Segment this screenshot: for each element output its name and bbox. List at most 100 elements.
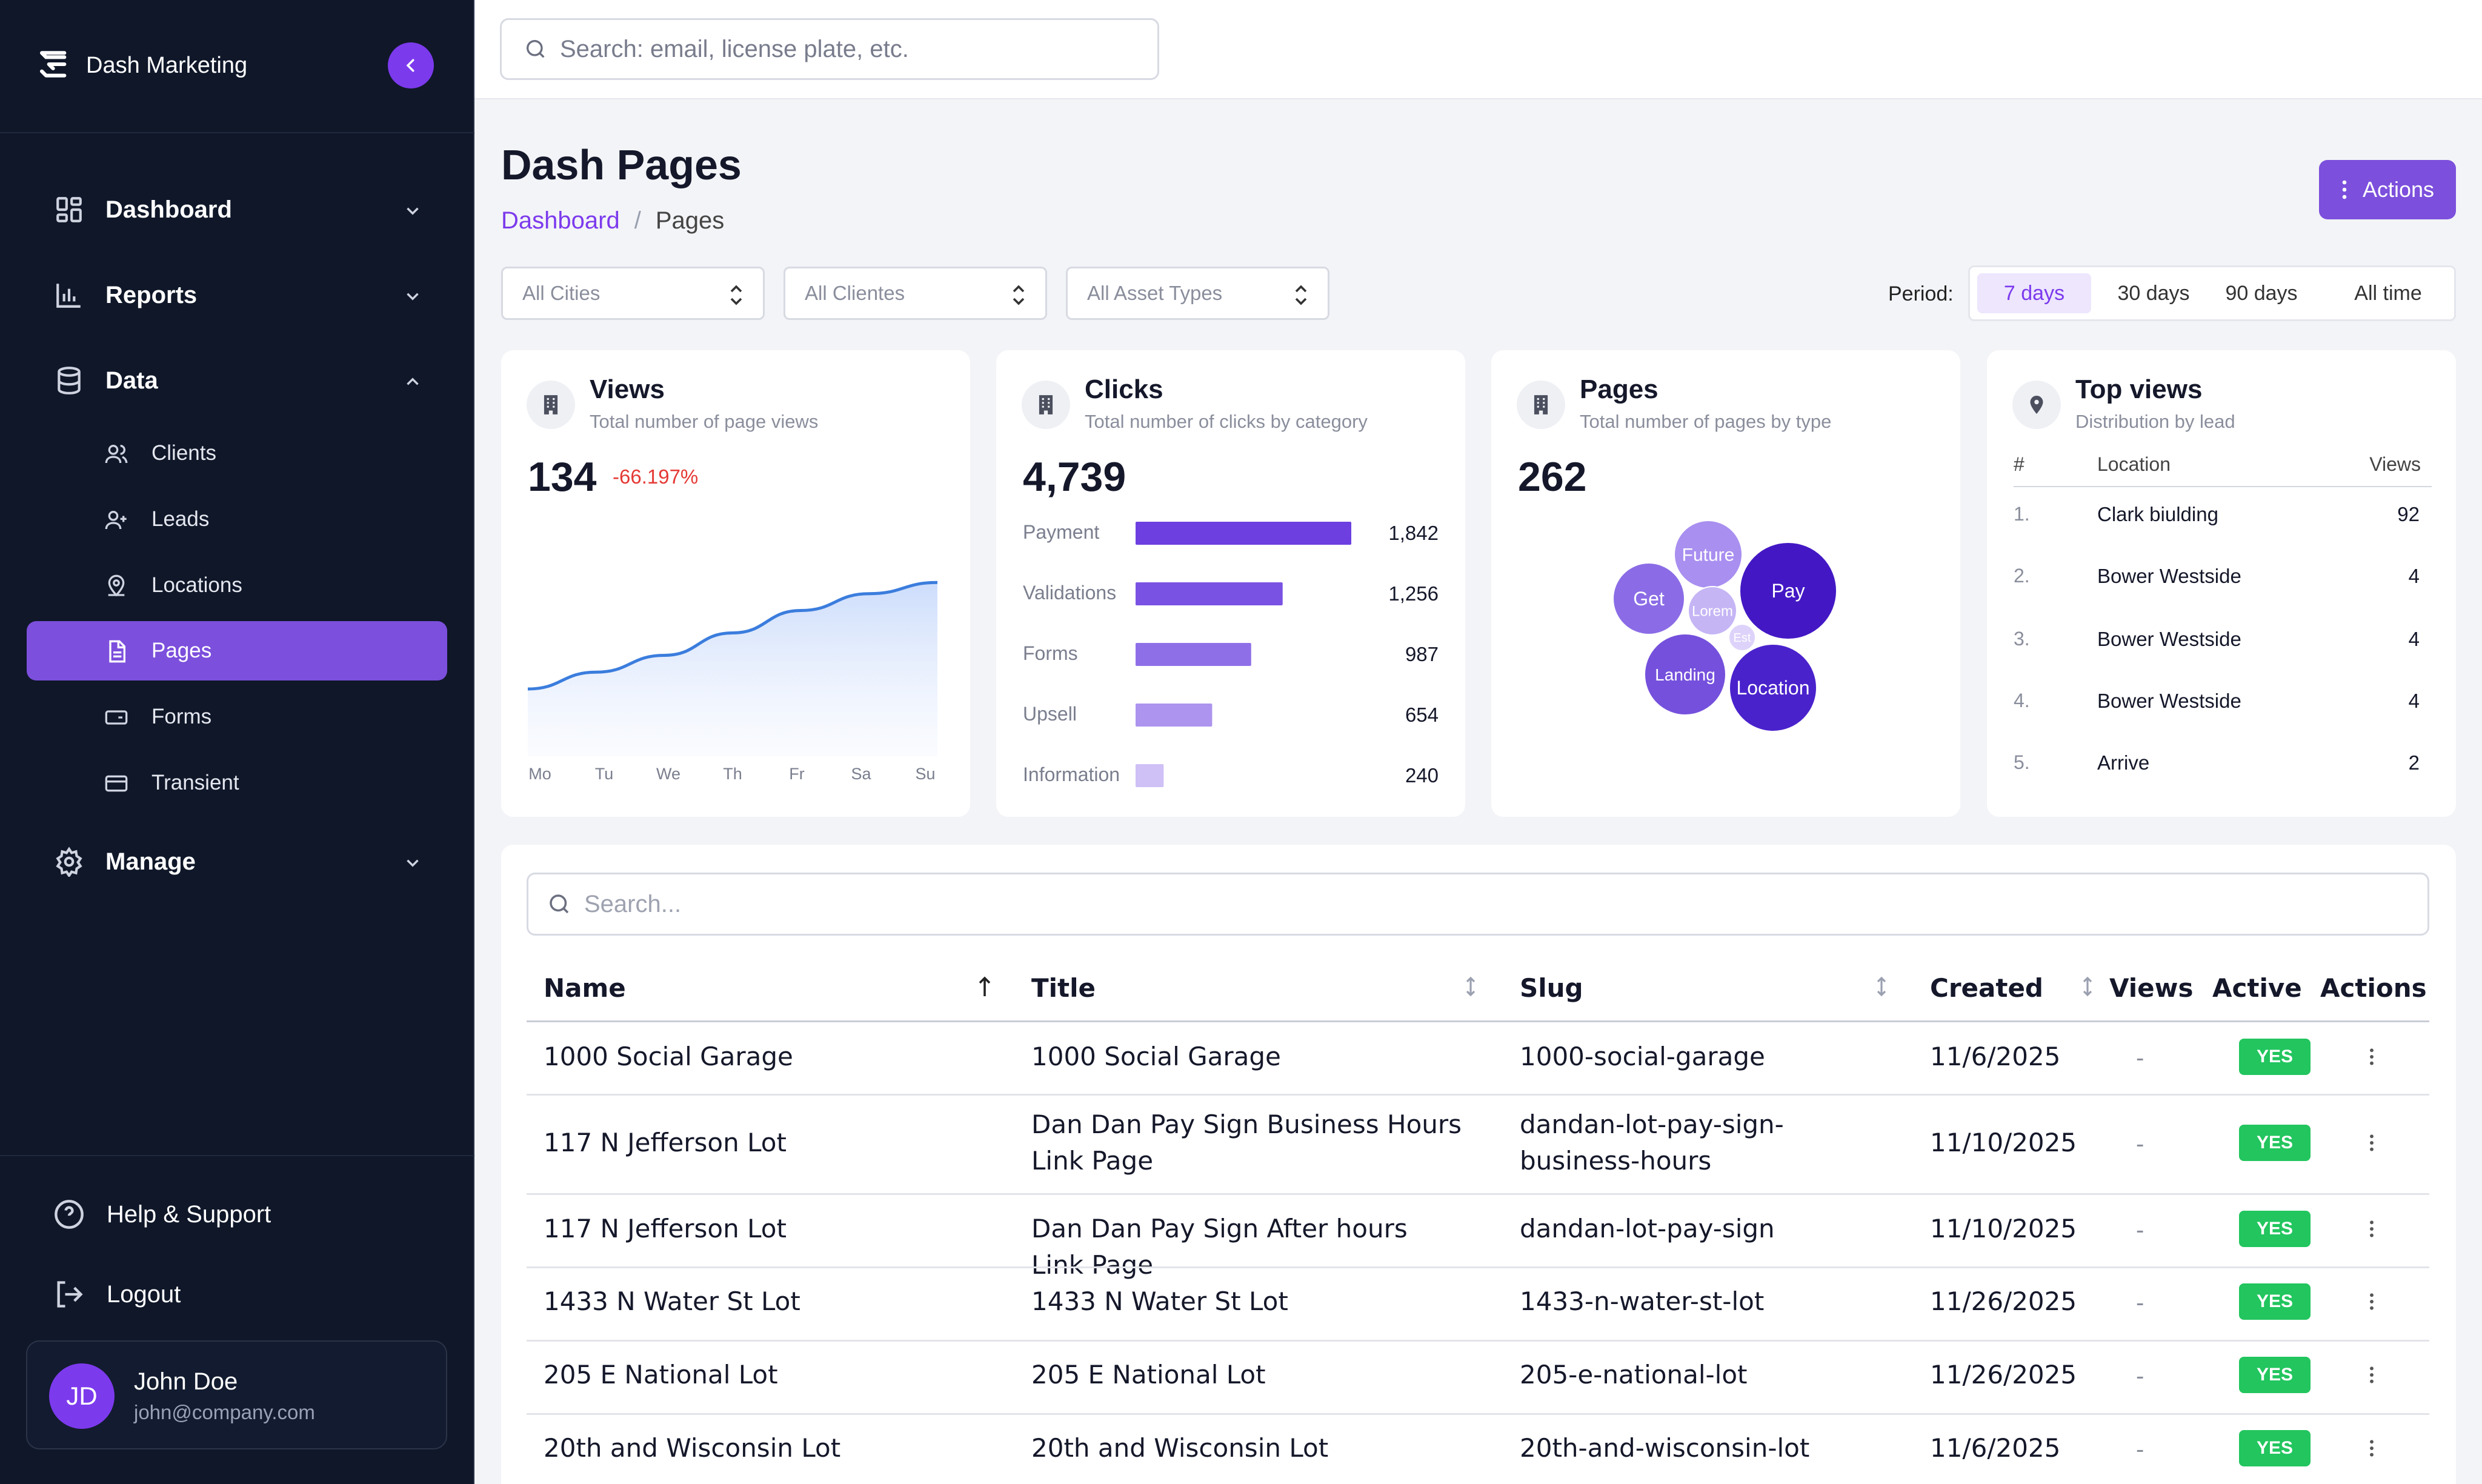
sidebar-item-label: Transient bbox=[151, 771, 239, 794]
top-views-card: Top views Distribution by lead # Locatio… bbox=[1987, 350, 2456, 817]
row-actions-menu[interactable] bbox=[2363, 1357, 2381, 1393]
pages-bubble[interactable] bbox=[1644, 633, 1726, 716]
help-support-link[interactable]: Help & Support bbox=[53, 1199, 271, 1230]
map-pin-icon bbox=[108, 574, 125, 597]
nav-manage[interactable]: Manage bbox=[53, 837, 423, 886]
cell-slug: 20th-and-wisconsin-lot bbox=[1520, 1433, 1810, 1463]
cell-name: 20th and Wisconsin Lot bbox=[544, 1433, 841, 1463]
asset-types-select[interactable]: All Asset Types bbox=[1066, 267, 1329, 320]
cell-views: - bbox=[2136, 1217, 2144, 1243]
row-divider bbox=[527, 1193, 2429, 1195]
pages-total: 262 bbox=[1518, 454, 1587, 500]
sort-ascending-icon[interactable] bbox=[976, 974, 993, 999]
clicks-total: 4,739 bbox=[1023, 454, 1126, 500]
column-header-slug[interactable]: Slug bbox=[1520, 973, 1583, 1003]
sort-icon[interactable] bbox=[1873, 974, 1890, 999]
cell-name: 1000 Social Garage bbox=[544, 1042, 793, 1071]
row-actions-menu[interactable] bbox=[2363, 1283, 2381, 1320]
table-search-input[interactable] bbox=[584, 890, 2402, 918]
user-profile-card[interactable]: JD John Doe john@company.com bbox=[26, 1340, 447, 1449]
column-header-actions: Actions bbox=[2320, 973, 2427, 1003]
sidebar-item-pages[interactable]: Pages bbox=[27, 621, 447, 680]
logout-link[interactable]: Logout bbox=[53, 1279, 181, 1310]
row-divider bbox=[527, 1413, 2429, 1415]
row-actions-menu[interactable] bbox=[2363, 1430, 2381, 1466]
cell-slug: 1433-n-water-st-lot bbox=[1520, 1286, 1765, 1316]
sidebar-item-transient[interactable]: Transient bbox=[27, 753, 447, 813]
clicks-subtitle: Total number of clicks by category bbox=[1085, 411, 1368, 432]
actions-button[interactable]: Actions bbox=[2319, 160, 2456, 219]
clicks-bar[interactable] bbox=[1136, 704, 1213, 727]
kebab-menu-icon bbox=[2370, 1134, 2374, 1151]
cell-slug: 205-e-national-lot bbox=[1520, 1360, 1748, 1389]
views-card: Views Total number of page views 134 -66… bbox=[501, 350, 970, 817]
table-search[interactable] bbox=[527, 873, 2429, 936]
pages-title: Pages bbox=[1580, 374, 1659, 404]
global-search[interactable] bbox=[500, 18, 1159, 80]
status-badge: YES bbox=[2239, 1283, 2311, 1320]
sort-icon[interactable] bbox=[1462, 974, 1479, 999]
top-views-title: Top views bbox=[2075, 374, 2203, 404]
kebab-menu-icon bbox=[2370, 1293, 2374, 1310]
form-icon bbox=[105, 710, 128, 725]
pages-bubble[interactable] bbox=[1612, 562, 1685, 635]
period-30-days[interactable]: 30 days bbox=[2117, 281, 2190, 305]
sidebar-item-label: Leads bbox=[151, 507, 210, 531]
period-all-time[interactable]: All time bbox=[2354, 281, 2422, 305]
breadcrumb-dashboard-link[interactable]: Dashboard bbox=[501, 207, 620, 234]
nav-reports[interactable]: Reports bbox=[53, 271, 423, 319]
global-search-input[interactable] bbox=[560, 35, 1130, 63]
updown-arrow-icon bbox=[1295, 285, 1307, 305]
sidebar-item-forms[interactable]: Forms bbox=[27, 687, 447, 747]
cities-select[interactable]: All Cities bbox=[501, 267, 765, 320]
logout-label: Logout bbox=[107, 1280, 181, 1308]
row-actions-menu[interactable] bbox=[2363, 1039, 2381, 1075]
clients-select[interactable]: All Clientes bbox=[784, 267, 1047, 320]
gear-icon bbox=[53, 846, 85, 877]
pages-bubble[interactable] bbox=[1739, 542, 1837, 640]
cell-slug: dandan-lot-pay-sign-business-hours bbox=[1520, 1110, 1784, 1176]
cell-name: 117 N Jefferson Lot bbox=[544, 1128, 787, 1157]
row-actions-menu[interactable] bbox=[2363, 1211, 2381, 1247]
avatar: JD bbox=[49, 1363, 115, 1429]
page-title: Dash Pages bbox=[501, 141, 742, 188]
top-views-divider bbox=[2014, 486, 2432, 487]
help-circle-icon bbox=[55, 1200, 84, 1229]
column-header-title[interactable]: Title bbox=[1031, 973, 1096, 1003]
sort-icon[interactable] bbox=[2079, 974, 2096, 999]
cell-slug: dandan-lot-pay-sign bbox=[1520, 1214, 1775, 1243]
column-header-created[interactable]: Created bbox=[1930, 973, 2043, 1003]
pages-bubble-label: Landing bbox=[1655, 665, 1715, 684]
brand[interactable]: Dash Marketing bbox=[38, 47, 247, 84]
top-views-row-index: 1. bbox=[2014, 503, 2030, 525]
clicks-value-label: 654 bbox=[1405, 704, 1439, 726]
clicks-bar[interactable] bbox=[1136, 522, 1351, 545]
clicks-bar[interactable] bbox=[1136, 764, 1164, 787]
chevron-left-icon bbox=[406, 59, 414, 72]
cell-views: - bbox=[2136, 1436, 2144, 1463]
nav-data[interactable]: Data bbox=[53, 356, 423, 405]
nav-data-label: Data bbox=[105, 367, 158, 394]
period-label: Period: bbox=[1888, 282, 1954, 305]
sidebar-item-locations[interactable]: Locations bbox=[27, 556, 447, 615]
row-actions-menu[interactable] bbox=[2363, 1125, 2381, 1161]
period-90-days[interactable]: 90 days bbox=[2225, 281, 2298, 305]
nav-dashboard[interactable]: Dashboard bbox=[53, 185, 423, 234]
sidebar-item-leads[interactable]: Leads bbox=[27, 490, 447, 549]
sidebar-item-clients[interactable]: Clients bbox=[27, 424, 447, 483]
pages-bubble[interactable] bbox=[1728, 624, 1756, 651]
pages-bubble[interactable] bbox=[1688, 586, 1737, 636]
period-7-days[interactable]: 7 days bbox=[1977, 273, 2091, 313]
chevron-up-icon bbox=[402, 371, 423, 398]
building-icon bbox=[1517, 381, 1565, 429]
building-icon bbox=[1022, 381, 1070, 429]
clicks-value-label: 987 bbox=[1405, 643, 1439, 665]
pages-bubble[interactable] bbox=[1729, 644, 1817, 732]
cell-title: Dan Dan Pay Sign After hours Link Page bbox=[1031, 1214, 1408, 1280]
collapse-sidebar-button[interactable] bbox=[388, 42, 434, 88]
column-header-name[interactable]: Name bbox=[544, 973, 626, 1003]
clicks-bar[interactable] bbox=[1136, 643, 1251, 666]
pages-bubble-label: Get bbox=[1633, 588, 1665, 610]
clicks-bar[interactable] bbox=[1136, 582, 1283, 605]
